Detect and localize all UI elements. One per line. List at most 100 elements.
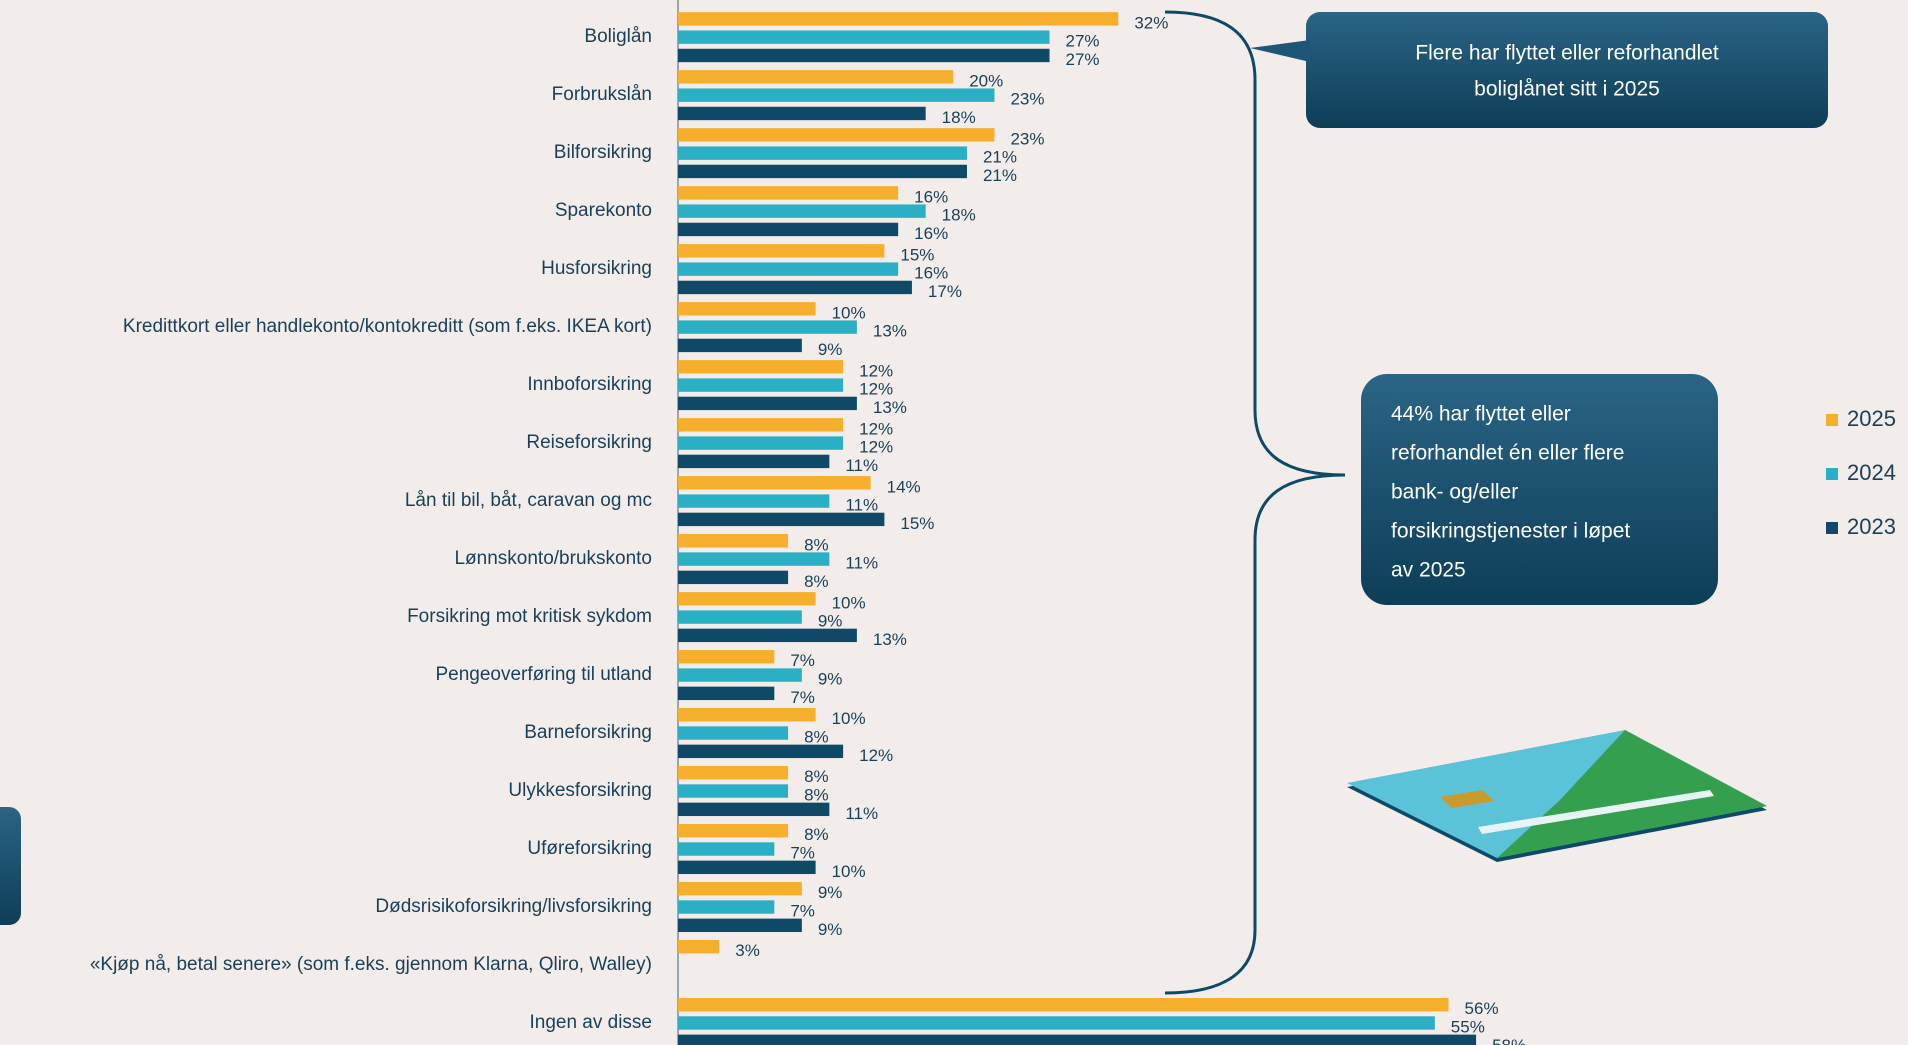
bar — [678, 12, 1119, 26]
value-label: 23% — [1010, 129, 1044, 148]
bar — [678, 88, 995, 102]
bar — [678, 766, 789, 780]
bar — [678, 940, 720, 954]
value-label: 32% — [1134, 13, 1168, 32]
category-label: «Kjøp nå, betal senere» (som f.eks. gjen… — [90, 954, 652, 975]
bar — [678, 436, 844, 450]
callout-box — [1306, 12, 1828, 128]
value-label: 10% — [832, 709, 866, 728]
category-label: Barneforsikring — [524, 722, 652, 743]
value-label: 11% — [845, 456, 878, 475]
bar — [678, 512, 885, 527]
bar — [678, 998, 1449, 1012]
bar — [678, 650, 775, 664]
partial-callout — [0, 807, 21, 925]
legend-label: 2023 — [1847, 514, 1896, 539]
value-label: 8% — [804, 535, 829, 554]
value-label: 13% — [873, 322, 907, 341]
value-label: 16% — [914, 264, 948, 283]
callout-text: boliglånet sitt i 2025 — [1474, 78, 1660, 101]
value-label: 8% — [804, 786, 829, 805]
bar — [678, 592, 816, 606]
value-label: 18% — [942, 206, 976, 225]
value-label: 7% — [790, 902, 815, 921]
value-label: 7% — [790, 688, 815, 707]
bar — [678, 726, 789, 740]
legend-swatch — [1826, 414, 1838, 426]
bar — [678, 418, 844, 432]
bar — [678, 494, 830, 508]
bar — [678, 570, 789, 585]
bar — [678, 918, 802, 933]
value-label: 21% — [983, 166, 1017, 185]
category-label: Dødsrisikoforsikring/livsforsikring — [375, 896, 652, 917]
value-label: 13% — [873, 630, 907, 649]
value-label: 23% — [1010, 90, 1044, 109]
value-label: 9% — [818, 883, 843, 902]
category-label: Bilforsikring — [554, 142, 652, 163]
legend-label: 2025 — [1847, 406, 1896, 431]
category-label: Forsikring mot kritisk sykdom — [407, 606, 652, 627]
value-label: 27% — [1066, 50, 1100, 69]
bar — [678, 802, 830, 817]
card-stripe — [1497, 730, 1767, 858]
bar — [678, 128, 995, 142]
value-label: 8% — [804, 767, 829, 786]
value-label: 3% — [735, 941, 760, 960]
callout-text: forsikringstjenester i løpet — [1391, 520, 1630, 543]
value-label: 10% — [832, 303, 866, 322]
bar — [678, 882, 802, 896]
bar — [678, 610, 802, 624]
value-label: 9% — [818, 612, 843, 631]
callout-pointer — [1250, 40, 1310, 62]
card-chip — [1440, 790, 1494, 808]
category-label: Uføreforsikring — [527, 838, 652, 859]
bar — [678, 454, 830, 469]
bar — [678, 534, 789, 548]
category-label: Reiseforsikring — [526, 432, 652, 453]
category-label: Lån til bil, båt, caravan og mc — [405, 490, 652, 511]
value-label: 11% — [845, 804, 878, 823]
value-label: 9% — [818, 340, 843, 359]
bar — [678, 900, 775, 914]
callout-text: reforhandlet én eller flere — [1391, 442, 1624, 465]
bar — [678, 628, 857, 643]
value-label: 20% — [969, 71, 1003, 90]
bar — [678, 842, 775, 856]
value-label: 11% — [845, 496, 878, 515]
value-label: 12% — [859, 361, 893, 380]
bar — [678, 686, 775, 701]
value-label: 16% — [914, 187, 948, 206]
callout-text: Flere har flyttet eller reforhandlet — [1415, 42, 1719, 65]
bar — [678, 70, 954, 84]
callout-text: 44% har flyttet eller — [1391, 403, 1571, 426]
category-label: Innboforsikring — [527, 374, 652, 395]
bar — [678, 280, 912, 295]
value-label: 8% — [804, 572, 829, 591]
value-label: 8% — [804, 825, 829, 844]
value-label: 15% — [900, 245, 934, 264]
value-label: 58% — [1492, 1036, 1526, 1045]
credit-card — [1347, 730, 1767, 862]
value-label: 9% — [818, 920, 843, 939]
legend-swatch — [1826, 468, 1838, 480]
bar — [678, 106, 926, 121]
bar — [678, 30, 1050, 44]
bar — [678, 708, 816, 722]
category-label: Sparekonto — [555, 200, 652, 221]
value-label: 27% — [1066, 32, 1100, 51]
category-label: Ingen av disse — [529, 1012, 652, 1033]
bar — [678, 824, 789, 838]
category-label: Husforsikring — [541, 258, 652, 279]
bar — [678, 784, 789, 798]
card-number — [1478, 790, 1714, 834]
category-label: Boliglån — [584, 26, 652, 47]
category-label: Pengeoverføring til utland — [435, 664, 652, 685]
value-label: 10% — [832, 862, 866, 881]
category-label: Kredittkort eller handlekonto/kontokredi… — [123, 316, 652, 337]
bar — [678, 204, 926, 218]
bar — [678, 1034, 1477, 1045]
category-label: Ulykkesforsikring — [508, 780, 652, 801]
value-label: 12% — [859, 419, 893, 438]
value-label: 11% — [845, 554, 878, 573]
